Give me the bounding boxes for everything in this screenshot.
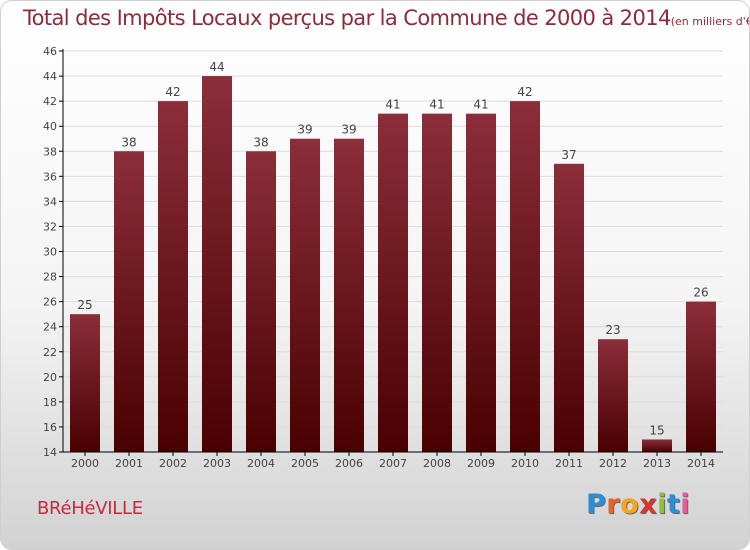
bar-value-label: 41	[473, 98, 488, 112]
proxiti-logo: Proxiti	[586, 489, 690, 520]
bar-2001	[114, 151, 144, 452]
x-tick-label: 2002	[159, 457, 187, 470]
bar-2009	[466, 113, 496, 452]
bar-2010	[510, 101, 540, 452]
bar-value-label: 42	[517, 85, 532, 99]
x-tick-label: 2008	[423, 457, 451, 470]
bar-2007	[378, 113, 408, 452]
y-tick-label: 30	[43, 246, 57, 259]
bar-value-label: 44	[209, 60, 224, 74]
x-tick-label: 2014	[687, 457, 715, 470]
bar-2005	[290, 138, 320, 452]
y-tick-label: 28	[43, 271, 57, 284]
y-tick-label: 24	[43, 321, 57, 334]
bar-value-label: 42	[165, 85, 180, 99]
y-tick-label: 26	[43, 296, 57, 309]
commune-name: BRéHéVILLE	[37, 498, 143, 519]
x-tick-label: 2001	[115, 457, 143, 470]
bar-value-label: 41	[385, 98, 400, 112]
x-tick-label: 2010	[511, 457, 539, 470]
axes	[59, 49, 723, 456]
logo-letter: P	[586, 489, 607, 520]
bar-2011	[554, 163, 584, 452]
bar-2002	[158, 101, 188, 452]
bar-value-label: 39	[297, 123, 312, 137]
bar-value-label: 37	[561, 148, 576, 162]
bar-2004	[246, 151, 276, 452]
y-tick-label: 44	[43, 70, 57, 83]
y-tick-label: 14	[43, 446, 57, 459]
y-tick-label: 16	[43, 421, 57, 434]
bar-2000	[70, 314, 100, 452]
x-tick-label: 2009	[467, 457, 495, 470]
x-tick-label: 2013	[643, 457, 671, 470]
labels: 14 16 18 20 22 24 26 28 30 32 34 36 38 40 42 44 46 25 2000…	[43, 45, 715, 470]
y-tick-label: 32	[43, 220, 57, 233]
y-tick-label: 36	[43, 170, 57, 183]
logo-letter: o	[620, 489, 640, 520]
bar-2003	[202, 76, 232, 452]
bar-2014	[686, 301, 716, 452]
bar-value-label: 23	[605, 323, 620, 337]
bar-value-label: 39	[341, 123, 356, 137]
bar-value-label: 41	[429, 98, 444, 112]
logo-letter: t	[666, 489, 681, 520]
x-tick-label: 2003	[203, 457, 231, 470]
y-tick-label: 42	[43, 95, 57, 108]
bar-value-label: 25	[77, 298, 92, 312]
y-tick-label: 40	[43, 120, 57, 133]
y-tick-label: 22	[43, 346, 57, 359]
y-tick-label: 18	[43, 396, 57, 409]
bar-value-label: 26	[693, 286, 708, 300]
chart-title: Total des Impôts Locaux perçus par la Co…	[23, 6, 750, 30]
bars	[70, 76, 716, 452]
chart-title-unit: (en milliers d'€)	[670, 15, 750, 28]
bar-value-label: 38	[121, 135, 136, 149]
x-tick-label: 2000	[71, 457, 99, 470]
x-tick-label: 2007	[379, 457, 407, 470]
x-tick-label: 2011	[555, 457, 583, 470]
bar-2006	[334, 138, 364, 452]
bar-value-label: 15	[649, 423, 664, 437]
y-tick-label: 34	[43, 195, 57, 208]
logo-letter: i	[657, 489, 667, 520]
bar-2008	[422, 113, 452, 452]
y-tick-label: 46	[43, 45, 57, 58]
bar-2013	[642, 439, 672, 452]
x-tick-label: 2012	[599, 457, 627, 470]
logo-letter: x	[639, 489, 658, 520]
chart-title-main: Total des Impôts Locaux perçus par la Co…	[23, 6, 671, 30]
y-tick-label: 20	[43, 371, 57, 384]
x-tick-label: 2004	[247, 457, 275, 470]
logo-letter: r	[606, 489, 621, 520]
x-tick-label: 2006	[335, 457, 363, 470]
x-tick-label: 2005	[291, 457, 319, 470]
bar-2012	[598, 339, 628, 452]
y-tick-label: 38	[43, 145, 57, 158]
logo-letter: i	[680, 489, 691, 520]
bar-value-label: 38	[253, 135, 268, 149]
